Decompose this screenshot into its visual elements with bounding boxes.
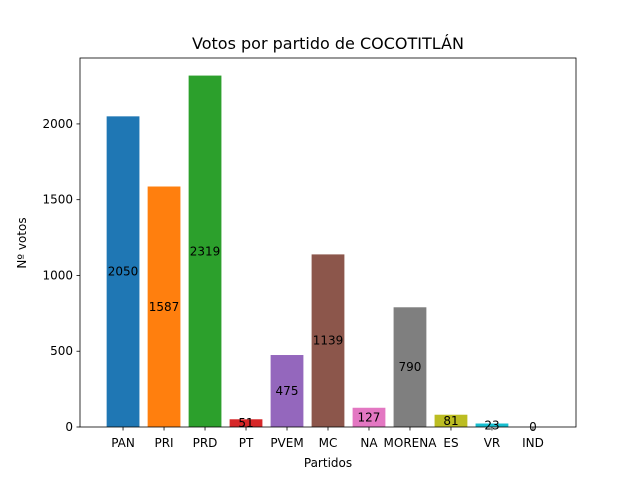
y-tick-label: 2000 — [42, 117, 73, 131]
x-tick-label: ES — [443, 436, 458, 450]
bar-morena — [393, 307, 427, 427]
y-tick-label: 1500 — [42, 193, 73, 207]
data-label-es: 81 — [443, 414, 458, 428]
chart-title: Votos por partido de COCOTITLÁN — [192, 34, 464, 53]
bar-es — [434, 414, 468, 427]
x-tick-label: IND — [522, 436, 544, 450]
data-label-vr: 23 — [484, 418, 499, 432]
data-label-pri: 1587 — [149, 300, 180, 314]
bar-prd — [188, 75, 222, 427]
bar-pan — [106, 116, 140, 427]
x-tick-label: PRD — [193, 436, 218, 450]
x-tick-label: PAN — [111, 436, 135, 450]
bar-mc — [311, 254, 345, 427]
data-label-pan: 2050 — [108, 265, 139, 279]
y-tick-label: 1000 — [42, 268, 73, 282]
bar-na — [352, 407, 386, 427]
x-tick-label: MC — [319, 436, 338, 450]
plot-area: 0 500 1000 1500 2000 PAN PRI PRD PT PVEM MC NA MOREN… — [42, 57, 577, 450]
data-label-pvem: 475 — [276, 384, 299, 398]
x-tick-label: MORENA — [384, 436, 438, 450]
y-axis-label: Nº votos — [15, 217, 29, 268]
bar-vr — [475, 423, 509, 427]
x-axis-label: Partidos — [304, 456, 352, 470]
data-label-mc: 1139 — [313, 334, 344, 348]
bar-pt — [229, 419, 263, 427]
data-label-morena: 790 — [399, 360, 422, 374]
y-tick-label: 500 — [50, 344, 73, 358]
data-label-ind: 0 — [529, 420, 537, 434]
bar-pri — [147, 186, 181, 427]
x-tick-label: PVEM — [270, 436, 303, 450]
x-tick-label: NA — [360, 436, 378, 450]
y-tick-label: 0 — [65, 420, 73, 434]
x-tick-label: VR — [484, 436, 501, 450]
data-label-na: 127 — [358, 410, 381, 424]
data-label-pt: 51 — [238, 416, 253, 430]
bar-pvem — [270, 355, 304, 427]
x-tick-label: PT — [239, 436, 254, 450]
data-label-prd: 2319 — [190, 244, 221, 258]
x-tick-label: PRI — [154, 436, 173, 450]
